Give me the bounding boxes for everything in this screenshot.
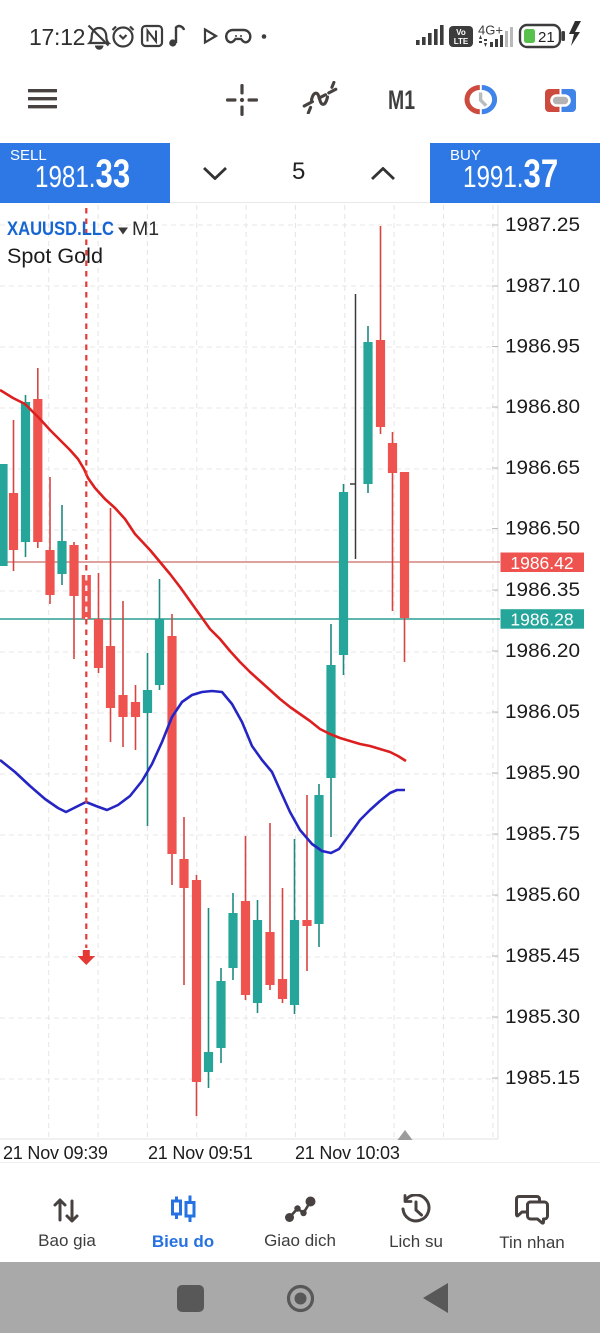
svg-text:4G+: 4G+ [478,23,503,38]
svg-text:XAUUSD.LLC: XAUUSD.LLC [7,219,114,240]
svg-text:1986.42: 1986.42 [510,553,573,573]
svg-text:1985.60: 1985.60 [505,885,580,906]
svg-text:1985.75: 1985.75 [505,824,580,845]
svg-text:1986.95: 1986.95 [505,337,580,358]
svg-text:1986.28: 1986.28 [510,610,573,630]
svg-text:Spot Gold: Spot Gold [7,245,103,268]
svg-text:1987.10: 1987.10 [505,276,580,297]
svg-text:Vo: Vo [456,28,466,37]
svg-text:1985.45: 1985.45 [505,946,580,967]
svg-text:1986.65: 1986.65 [505,458,580,479]
svg-text:1985.30: 1985.30 [505,1007,580,1028]
svg-text:1985.90: 1985.90 [505,763,580,784]
svg-text:1987.25: 1987.25 [505,215,580,236]
svg-text:1985.15: 1985.15 [505,1068,580,1089]
svg-text:1986.80: 1986.80 [505,397,580,418]
svg-text:1986.20: 1986.20 [505,641,580,662]
svg-text:1986.50: 1986.50 [505,519,580,540]
svg-text:1986.05: 1986.05 [505,702,580,723]
svg-text:21: 21 [538,29,555,46]
svg-text:1986.35: 1986.35 [505,580,580,601]
svg-text:LTE: LTE [454,37,469,46]
svg-text:M1: M1 [132,218,159,240]
